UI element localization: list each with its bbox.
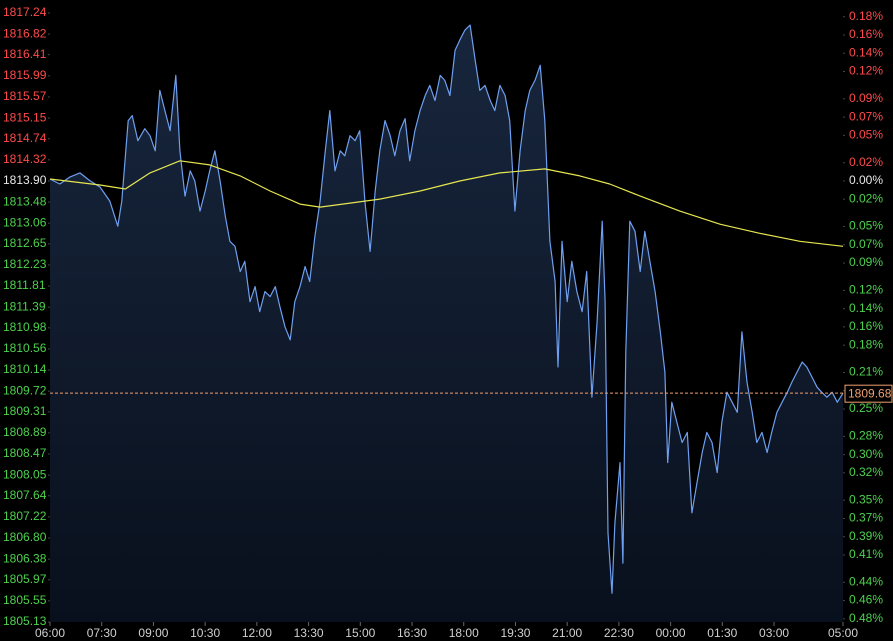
y-tick-label: 1817.24 [3, 5, 47, 19]
y-tick-label: 1815.99 [3, 68, 47, 82]
x-tick-label: 15:00 [345, 626, 375, 640]
y2-tick-label: 0.05% [849, 219, 883, 233]
y-tick-label: 1805.13 [3, 614, 47, 628]
y2-tick-label: 0.09% [849, 255, 883, 269]
current-price-label: 1809.68 [848, 386, 892, 400]
y2-tick-label: 0.41% [849, 547, 883, 561]
y2-tick-label: 0.16% [849, 319, 883, 333]
y-tick-label: 1808.47 [3, 446, 47, 460]
y2-tick-label: 0.28% [849, 429, 883, 443]
x-tick-label: 05:00 [828, 626, 858, 640]
y2-tick-label: 0.07% [849, 237, 883, 251]
y-tick-label: 1816.82 [3, 26, 47, 40]
y2-tick-label: 0.18% [849, 337, 883, 351]
y2-tick-label: 0.14% [849, 301, 883, 315]
y-tick-label: 1814.74 [3, 131, 47, 145]
y2-tick-label: 0.02% [849, 191, 883, 205]
y-tick-label: 1805.97 [3, 572, 47, 586]
y-tick-label: 1806.80 [3, 530, 47, 544]
y-tick-label: 1809.72 [3, 383, 47, 397]
x-tick-label: 10:30 [190, 626, 220, 640]
x-tick-label: 01:30 [707, 626, 737, 640]
y-tick-label: 1810.98 [3, 320, 47, 334]
y2-tick-label: 0.48% [849, 611, 883, 625]
current-price-box [844, 384, 893, 403]
y2-tick-label: 0.18% [849, 9, 883, 23]
x-tick-label: 16:30 [397, 626, 427, 640]
y2-tick-label: 0.35% [849, 492, 883, 506]
y-tick-label: 1809.31 [3, 404, 47, 418]
y2-tick-label: 0.21% [849, 365, 883, 379]
x-tick-label: 12:00 [242, 626, 272, 640]
y-tick-label: 1813.90 [3, 173, 47, 187]
x-tick-label: 21:00 [552, 626, 582, 640]
y2-tick-label: 0.12% [849, 283, 883, 297]
y-tick-label: 1812.65 [3, 236, 47, 250]
price-line [49, 160, 844, 247]
x-tick-label: 06:00 [35, 626, 65, 640]
y-tick-label: 1813.48 [3, 194, 47, 208]
y-tick-label: 1808.89 [3, 425, 47, 439]
x-tick-label: 13:30 [294, 626, 324, 640]
y-tick-label: 1808.05 [3, 467, 47, 481]
y-tick-label: 1815.57 [3, 89, 47, 103]
x-tick-label: 22:30 [604, 626, 634, 640]
y2-tick-label: 0.00% [849, 173, 883, 187]
y-tick-label: 1815.15 [3, 110, 47, 124]
y-tick-label: 1811.81 [3, 278, 46, 292]
y-tick-label: 1813.06 [3, 215, 47, 229]
y2-tick-label: 0.44% [849, 574, 883, 588]
y2-tick-label: 0.46% [849, 593, 883, 607]
x-tick-label: 19:30 [500, 626, 530, 640]
y2-tick-label: 0.09% [849, 91, 883, 105]
y-tick-label: 1806.38 [3, 551, 47, 565]
y2-tick-label: 0.02% [849, 155, 883, 169]
y-tick-label: 1805.55 [3, 593, 47, 607]
y2-tick-label: 0.30% [849, 447, 883, 461]
x-tick-label: 18:00 [449, 626, 479, 640]
y2-tick-label: 0.32% [849, 465, 883, 479]
y-tick-label: 1807.64 [3, 488, 47, 502]
x-tick-label: 00:00 [656, 626, 686, 640]
y-tick-label: 1810.14 [3, 362, 47, 376]
y2-tick-label: 0.14% [849, 45, 883, 59]
y2-tick-label: 0.05% [849, 128, 883, 142]
y2-tick-label: 0.39% [849, 529, 883, 543]
y2-tick-label: 0.16% [849, 27, 883, 41]
y-tick-label: 1816.41 [3, 47, 47, 61]
y-tick-label: 1807.22 [3, 509, 47, 523]
x-tick-label: 07:30 [87, 626, 117, 640]
y-tick-label: 1810.56 [3, 341, 47, 355]
x-tick-label: 09:00 [138, 626, 168, 640]
price-line [49, 24, 844, 594]
area-fill [50, 25, 843, 623]
y-tick-label: 1812.23 [3, 257, 47, 271]
x-tick-label: 03:00 [759, 626, 789, 640]
y-tick-label: 1811.39 [3, 299, 46, 313]
y2-tick-label: 0.25% [849, 401, 883, 415]
y2-tick-label: 0.12% [849, 64, 883, 78]
y2-tick-label: 0.07% [849, 109, 883, 123]
y2-tick-label: 0.37% [849, 511, 883, 525]
y-tick-label: 1814.32 [3, 152, 47, 166]
